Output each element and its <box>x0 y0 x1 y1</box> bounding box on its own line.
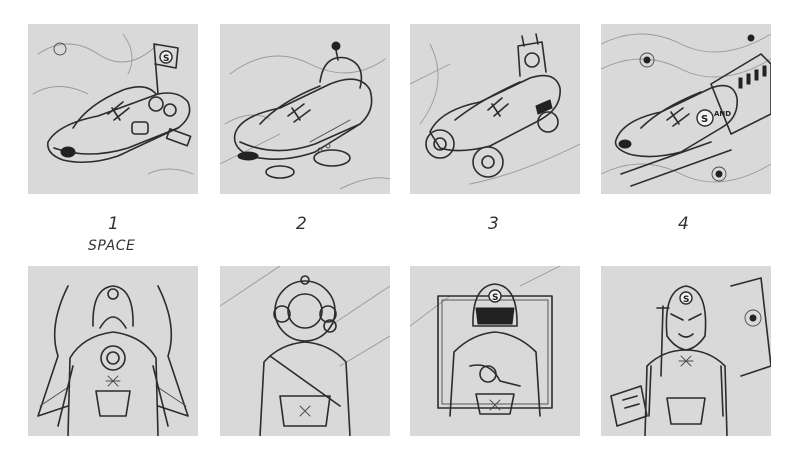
sketch-number-2: 2 <box>296 214 308 234</box>
sketch-theme-space: SPACE <box>88 238 136 254</box>
sketch-panel-1-shoe: S <box>28 24 198 194</box>
sketch-panel-1-character <box>28 266 198 436</box>
shoe-racecar-sketch <box>410 33 580 185</box>
sketch-number-3: 3 <box>488 214 500 234</box>
sketch-panel-4-character: S <box>601 266 771 436</box>
sketch-number-1: 1 <box>108 214 120 234</box>
shoe-space-sketch: S <box>32 33 194 175</box>
sand-badge-and: AND <box>714 110 731 118</box>
sketch-panel-3-shoe <box>410 24 580 194</box>
mask-s-mark: S <box>683 295 689 305</box>
character-racer-sketch: S <box>410 266 562 417</box>
sketch-panel-4-shoe: S AND <box>601 24 771 194</box>
helmet-s-mark: S <box>492 293 498 303</box>
shoe-hover-sketch <box>220 41 390 190</box>
flag-s-mark: S <box>163 54 169 64</box>
sketch-panel-3-character: S <box>410 266 580 436</box>
sand-badge-s: S <box>701 114 708 125</box>
sketch-panel-2-shoe <box>220 24 390 194</box>
character-space-sketch <box>37 285 189 436</box>
sketch-panel-2-character <box>220 266 390 436</box>
character-kabuki-sketch: S <box>610 277 771 436</box>
sketch-number-4: 4 <box>678 214 690 234</box>
shoe-train-sketch: S AND <box>601 33 771 187</box>
character-diver-sketch <box>220 266 390 436</box>
